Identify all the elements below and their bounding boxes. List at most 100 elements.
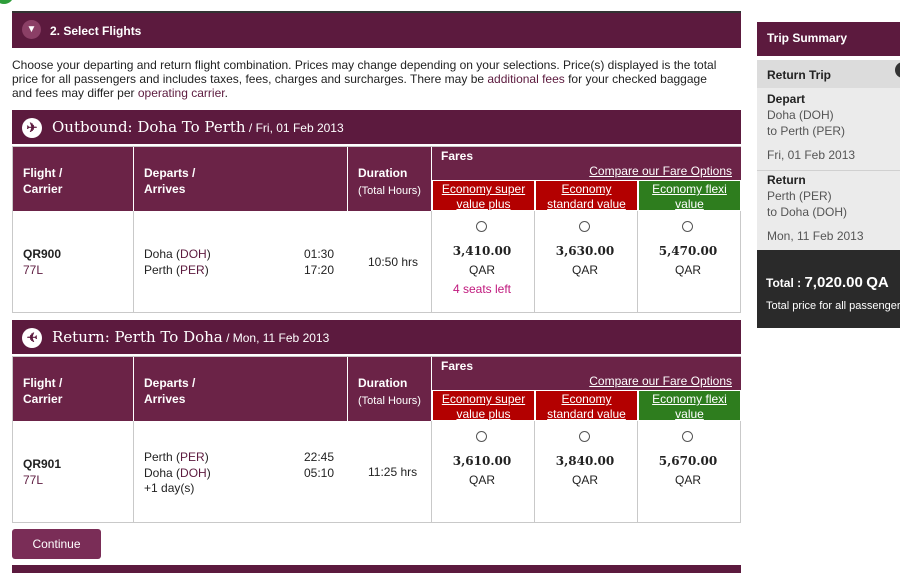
outbound-fare-1-radio[interactable] — [476, 221, 487, 232]
return-day-offset: +1 day(s) — [144, 481, 195, 495]
return-currency-2: QAR — [571, 473, 598, 487]
depart-label: Depart — [767, 92, 806, 106]
fare-standard-value[interactable]: Economy standard value — [535, 180, 638, 211]
fare-1a: Economy super — [441, 182, 526, 196]
fare-1b: value plus — [456, 407, 511, 421]
depart-date: Fri, 01 Feb 2013 — [767, 148, 856, 162]
return-fare-1-radio[interactable] — [476, 431, 487, 442]
divider — [133, 421, 134, 522]
outbound-fare-2-radio[interactable] — [579, 221, 590, 232]
fare-standard-value[interactable]: Economy standard value — [535, 390, 638, 421]
outbound-price-3: 5,470.00 — [658, 244, 718, 258]
total-label: Total : — [766, 276, 802, 290]
divider — [431, 211, 432, 312]
paren: ) — [204, 450, 209, 464]
outbound-destination: Perth (PER) — [144, 263, 209, 277]
hdr-flight: Flight / — [23, 376, 63, 390]
return-currency-1: QAR — [468, 473, 495, 487]
outbound-aircraft-link[interactable]: 77L — [23, 263, 44, 277]
return-destination: Doha (DOH) — [144, 466, 211, 480]
section-title: 2. Select Flights — [50, 24, 142, 38]
return-table: Flight / Carrier Departs / Arrives Duratio… — [12, 356, 741, 523]
outbound-to-city: Perth ( — [144, 263, 181, 277]
fare-flexi-value[interactable]: Economy flexi value — [638, 180, 741, 211]
fare-2b: standard value — [547, 197, 626, 211]
seats-left-badge: 4 seats left — [452, 282, 512, 296]
step-complete-icon — [0, 0, 14, 4]
return-origin: Perth (PER) — [144, 450, 209, 464]
outbound-date: / Fri, 01 Feb 2013 — [245, 121, 344, 135]
return-fare-3-radio[interactable] — [682, 431, 693, 442]
col-duration-header: Duration (Total Hours) — [348, 147, 431, 211]
fare-3b: value — [675, 197, 704, 211]
intro-line-2: price for all passengers and includes ta… — [12, 72, 742, 86]
outbound-to-code[interactable]: PER — [180, 263, 205, 277]
operating-carrier-link[interactable]: operating carrier — [137, 86, 225, 100]
col-flight-header: Flight / Carrier — [13, 147, 133, 211]
intro-line-3: and fees may differ per operating carrie… — [12, 86, 742, 100]
additional-fees-link[interactable]: additional fees — [487, 72, 565, 86]
depart-to: to Perth (PER) — [767, 124, 846, 138]
fare-super-value-plus[interactable]: Economy super value plus — [432, 180, 535, 211]
divider — [534, 421, 535, 522]
return-header: ✈ Return: Perth To Doha / Mon, 11 Feb 20… — [12, 320, 741, 354]
outbound-price-1: 3,410.00 — [452, 244, 512, 258]
hdr-departs: Departs / — [144, 166, 196, 180]
fare-2b: standard value — [547, 407, 626, 421]
col-flight-header: Flight / Carrier — [13, 357, 133, 421]
return-price-3: 5,670.00 — [658, 454, 718, 468]
outbound-from-code[interactable]: DOH — [180, 247, 207, 261]
paren: ) — [206, 466, 211, 480]
fare-super-value-plus[interactable]: Economy super value plus — [432, 390, 535, 421]
outbound-from-city: Doha ( — [144, 247, 181, 261]
plane-return-icon: ✈ — [22, 328, 42, 348]
fare-flexi-value[interactable]: Economy flexi value — [638, 390, 741, 421]
return-price-2: 3,840.00 — [555, 454, 615, 468]
return-to-code[interactable]: DOH — [180, 466, 207, 480]
intro-line-3a: and fees may differ per — [12, 86, 138, 100]
hdr-carrier: Carrier — [23, 392, 63, 406]
section-header[interactable]: ▼ 2. Select Flights — [12, 13, 741, 48]
col-departs-header: Departs / Arrives — [134, 147, 347, 211]
return-fare-2-radio[interactable] — [579, 431, 590, 442]
return-from: Perth (PER) — [767, 189, 832, 203]
fare-2a: Economy — [561, 392, 612, 406]
outbound-route: Outbound: Doha To Perth / Fri, 01 Feb 20… — [52, 118, 344, 136]
hdr-fares: Fares — [441, 359, 474, 373]
intro-line-1: Choose your departing and return flight … — [12, 58, 717, 72]
return-route: Return: Perth To Doha / Mon, 11 Feb 2013 — [52, 328, 329, 346]
top-border — [12, 11, 741, 13]
return-from-code[interactable]: PER — [180, 450, 205, 464]
compare-fares-link[interactable]: Compare our Fare Options — [589, 374, 732, 388]
paren: ) — [204, 263, 209, 277]
return-arr-time: 05:10 — [304, 466, 335, 480]
return-from-city: Perth ( — [144, 450, 181, 464]
hdr-duration: Duration — [358, 376, 408, 390]
return-dep-time: 22:45 — [304, 450, 335, 464]
fare-3a: Economy flexi — [652, 392, 727, 406]
outbound-currency-2: QAR — [571, 263, 598, 277]
return-aircraft-link[interactable]: 77L — [23, 473, 44, 487]
divider — [534, 211, 535, 312]
trip-summary-title: Trip Summary — [767, 31, 848, 45]
intro-line-2a: price for all passengers and includes ta… — [12, 72, 488, 86]
continue-button[interactable]: Continue — [12, 529, 101, 559]
summary-depart: Depart Doha (DOH) to Perth (PER) Fri, 01… — [757, 88, 900, 170]
hdr-carrier: Carrier — [23, 182, 63, 196]
outbound-currency-3: QAR — [674, 263, 701, 277]
outbound-fare-3-radio[interactable] — [682, 221, 693, 232]
total-note: Total price for all passenger — [766, 300, 900, 312]
summary-return: Return Perth (PER) to Doha (DOH) Mon, 11… — [757, 170, 900, 250]
paren: ) — [206, 247, 211, 261]
compare-fares-link[interactable]: Compare our Fare Options — [589, 164, 732, 178]
return-to-city: Doha ( — [144, 466, 181, 480]
divider — [637, 421, 638, 522]
edit-trip-icon[interactable] — [895, 62, 900, 78]
depart-from: Doha (DOH) — [767, 108, 834, 122]
return-label: Return — [767, 173, 806, 187]
return-flight-number: QR901 — [23, 457, 62, 471]
col-fares-header: Fares Compare our Fare Options Economy s… — [432, 357, 741, 421]
intro-line-3b: . — [224, 86, 228, 100]
trip-summary-header: Trip Summary — [757, 22, 900, 56]
chevron-down-icon[interactable]: ▼ — [22, 20, 41, 39]
